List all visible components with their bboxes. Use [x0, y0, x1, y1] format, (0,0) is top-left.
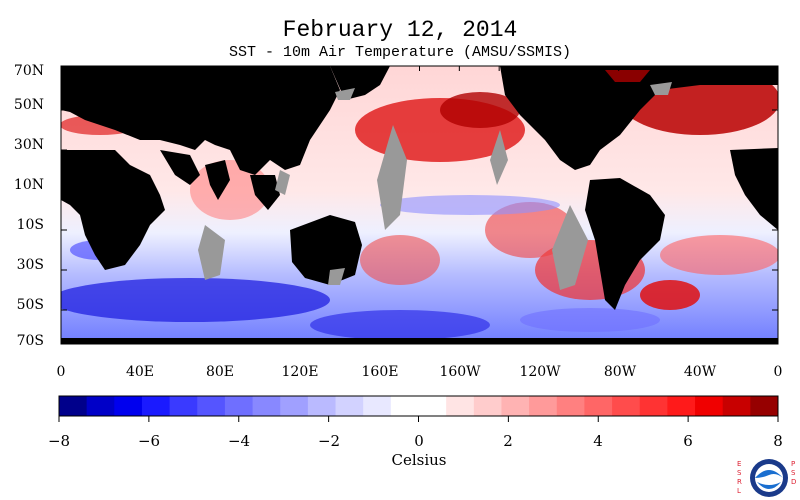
colorbar-cell: [252, 396, 281, 416]
colorbar-tick-label: −4: [227, 432, 251, 450]
colorbar-cell: [59, 396, 88, 416]
lat-label: 50S: [16, 297, 44, 313]
colorbar-tick-label: 0: [414, 432, 424, 450]
lon-label: 120W: [519, 364, 561, 380]
southern-ocean-cool: [61, 278, 330, 322]
land-masses: [61, 66, 778, 344]
equatorial-pacific-cool: [380, 195, 560, 215]
lon-label: 160E: [361, 364, 399, 380]
colorbar-cell: [667, 396, 696, 416]
lat-label: 10S: [16, 217, 44, 233]
lat-label: 70N: [13, 63, 44, 79]
colorbar-cell: [390, 396, 419, 416]
missing-data: [198, 82, 672, 290]
lat-label: 30S: [16, 257, 44, 273]
colorbar-cell: [473, 396, 502, 416]
lat-label: 30N: [13, 137, 44, 153]
colorbar-unit-label: Celsius: [391, 451, 447, 469]
colorbar-cell: [224, 396, 254, 416]
lon-label: 80W: [603, 364, 637, 380]
colorbar-cell: [307, 396, 337, 416]
colorbar-cell: [418, 396, 447, 416]
map-subtitle: SST - 10m Air Temperature (AMSU/SSMIS): [228, 44, 572, 61]
colorbar-tick-label: 2: [503, 432, 513, 450]
anomaly-map: [60, 65, 779, 345]
colorbar-cell: [141, 396, 171, 416]
colorbar-cell: [335, 396, 364, 416]
noaa-logo: [750, 459, 788, 497]
colorbar-cell: [639, 396, 668, 416]
colorbar-cell: [695, 396, 724, 416]
ocean-field: [61, 66, 778, 344]
colorbar-tick-label: 6: [683, 432, 693, 450]
lon-label: 160W: [439, 364, 481, 380]
colorbar-cell: [114, 396, 143, 416]
lon-label: 40E: [125, 364, 155, 380]
colorbar-cell: [722, 396, 751, 416]
map-title: February 12, 2014: [282, 17, 518, 43]
colorbar-cell: [529, 396, 558, 416]
colorbar-tick-label: −6: [137, 432, 161, 450]
colorbar-cell: [169, 396, 198, 416]
lon-label: 40W: [683, 364, 717, 380]
south-atlantic-warm: [640, 280, 700, 310]
colorbar-cell: [197, 396, 226, 416]
colorbar-cell: [750, 396, 779, 416]
colorbar-cell: [280, 396, 309, 416]
lon-label: 120E: [281, 364, 319, 380]
colorbar-tick-label: −8: [47, 432, 71, 450]
colorbar-tick-label: 4: [593, 432, 603, 450]
colorbar-cell: [501, 396, 530, 416]
lat-label: 70S: [16, 333, 44, 349]
colorbar-cell: [584, 396, 613, 416]
lon-label: 0: [773, 364, 783, 380]
colorbar-tick-label: 8: [773, 432, 783, 450]
colorbar-cell: [446, 396, 475, 416]
lon-label: 0: [56, 364, 66, 380]
lat-label: 10N: [13, 177, 44, 193]
colorbar-cell: [612, 396, 641, 416]
colorbar-cell: [363, 396, 392, 416]
colorbar-cell: [556, 396, 585, 416]
lon-label: 80E: [205, 364, 235, 380]
lat-label: 50N: [13, 97, 44, 113]
colorbar-tick-label: −2: [317, 432, 341, 450]
colorbar-cell: [86, 396, 115, 416]
